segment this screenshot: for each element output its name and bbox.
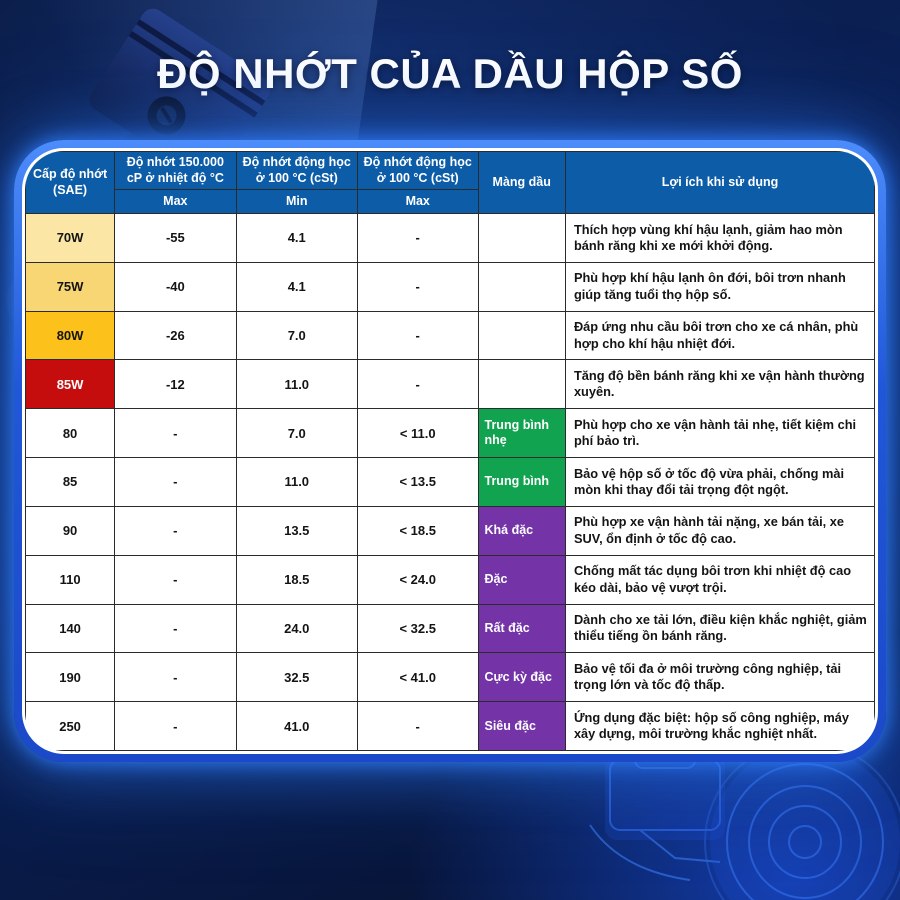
subheader-max-2: Max	[356, 189, 479, 214]
cp150k-max-cell: -26	[114, 310, 237, 361]
kv100-max-cell: -	[356, 310, 479, 361]
viscosity-table: Cấp độ nhớt (SAE) Độ nhớt 150.000 cP ở n…	[25, 151, 875, 751]
film-cell: Trung bình nhẹ	[477, 408, 566, 459]
kv100-max-cell: -	[356, 701, 479, 751]
film-cell	[477, 310, 566, 361]
table-row: 110-18.5 < 24.0 Đặc Chống mất tác dụng bôi …	[25, 554, 875, 605]
kv100-min-cell: 13.5	[235, 505, 358, 556]
header-film: Màng dầu	[477, 151, 566, 214]
table-row: 70W -55 4.1- Thích hợp vùng khí hậu lạnh, g…	[25, 213, 875, 263]
benefit-cell: Bảo vệ hộp số ở tốc độ vừa phải, chống m…	[564, 457, 875, 507]
cp150k-max-cell: -55	[114, 213, 237, 263]
cp150k-max-cell: -	[114, 603, 237, 654]
kv100-max-cell: -	[356, 213, 479, 263]
header-sae: Cấp độ nhớt (SAE)	[25, 151, 116, 214]
grade-cell: 85W	[25, 359, 116, 410]
film-cell	[477, 261, 566, 312]
grade-cell: 110	[25, 554, 116, 605]
table-row: 85-11.0 < 13.5 Trung bình Bảo vệ hộp số ở t…	[25, 457, 875, 507]
page-title: ĐỘ NHỚT CỦA DẦU HỘP SỐ	[157, 50, 743, 97]
film-cell	[477, 359, 566, 410]
film-cell: Cực kỳ đặc	[477, 652, 566, 703]
kv100-min-cell: 7.0	[235, 408, 358, 459]
table-frame: Cấp độ nhớt (SAE) Độ nhớt 150.000 cP ở n…	[14, 140, 886, 762]
header-kv100-b: Độ nhớt động học ở 100 °C (cSt)	[356, 151, 479, 190]
table-row: 250-41.0- Siêu đặc Ứng dụng đặc biệt: hộp …	[25, 701, 875, 751]
cp150k-max-cell: -40	[114, 261, 237, 312]
kv100-max-cell: < 24.0	[356, 554, 479, 605]
kv100-min-cell: 11.0	[235, 457, 358, 507]
table-row: 190-32.5 < 41.0 Cực kỳ đặc Bảo vệ tối đa ở …	[25, 652, 875, 703]
grade-cell: 250	[25, 701, 116, 751]
kv100-max-cell: -	[356, 261, 479, 312]
cp150k-max-cell: -12	[114, 359, 237, 410]
table-row: 85W -12 11.0- Tăng độ bền bánh răng khi xe …	[25, 359, 875, 410]
header-kv100-a: Độ nhớt động học ở 100 °C (cSt)	[235, 151, 358, 190]
kv100-max-cell: < 41.0	[356, 652, 479, 703]
benefit-cell: Phù hợp cho xe vận hành tải nhẹ, tiết ki…	[564, 408, 875, 459]
benefit-cell: Bảo vệ tối đa ở môi trường công nghiệp, …	[564, 652, 875, 703]
grade-cell: 80W	[25, 310, 116, 361]
table-body: 70W -55 4.1- Thích hợp vùng khí hậu lạnh, g…	[25, 213, 875, 751]
grade-cell: 85	[25, 457, 116, 507]
table-row: 90-13.5 < 18.5 Khá đặc Phù hợp xe vận hành …	[25, 505, 875, 556]
benefit-cell: Phù hợp xe vận hành tải nặng, xe bán tải…	[564, 505, 875, 556]
table-row: 80W -26 7.0- Đáp ứng nhu cầu bôi trơn cho x…	[25, 310, 875, 361]
grade-cell: 70W	[25, 213, 116, 263]
kv100-min-cell: 4.1	[235, 213, 358, 263]
grade-cell: 90	[25, 505, 116, 556]
table-row: 80-7.0 < 11.0 Trung bình nhẹ Phù hợp cho xe…	[25, 408, 875, 459]
kv100-max-cell: -	[356, 359, 479, 410]
benefit-cell: Thích hợp vùng khí hậu lạnh, giảm hao mò…	[564, 213, 875, 263]
kv100-min-cell: 4.1	[235, 261, 358, 312]
benefit-cell: Ứng dụng đặc biệt: hộp số công nghiệp, m…	[564, 701, 875, 751]
table-frame-inner: Cấp độ nhớt (SAE) Độ nhớt 150.000 cP ở n…	[22, 148, 878, 754]
benefit-cell: Đáp ứng nhu cầu bôi trơn cho xe cá nhân,…	[564, 310, 875, 361]
benefit-cell: Tăng độ bền bánh răng khi xe vận hành th…	[564, 359, 875, 410]
cp150k-max-cell: -	[114, 408, 237, 459]
kv100-max-cell: < 32.5	[356, 603, 479, 654]
kv100-max-cell: < 13.5	[356, 457, 479, 507]
kv100-max-cell: < 11.0	[356, 408, 479, 459]
cp150k-max-cell: -	[114, 554, 237, 605]
grade-cell: 190	[25, 652, 116, 703]
header-cp150k: Độ nhớt 150.000 cP ở nhiệt độ °C	[114, 151, 237, 190]
kv100-min-cell: 41.0	[235, 701, 358, 751]
kv100-min-cell: 24.0	[235, 603, 358, 654]
kv100-min-cell: 7.0	[235, 310, 358, 361]
grade-cell: 80	[25, 408, 116, 459]
kv100-min-cell: 32.5	[235, 652, 358, 703]
cp150k-max-cell: -	[114, 652, 237, 703]
film-cell	[477, 213, 566, 263]
benefit-cell: Chống mất tác dụng bôi trơn khi nhiệt độ…	[564, 554, 875, 605]
grade-cell: 75W	[25, 261, 116, 312]
table-header: Cấp độ nhớt (SAE) Độ nhớt 150.000 cP ở n…	[25, 151, 875, 214]
kv100-min-cell: 18.5	[235, 554, 358, 605]
benefit-cell: Dành cho xe tải lớn, điều kiện khắc nghi…	[564, 603, 875, 654]
film-cell: Siêu đặc	[477, 701, 566, 751]
header-benefit: Lợi ích khi sử dụng	[564, 151, 875, 214]
benefit-cell: Phù hợp khí hậu lạnh ôn đới, bôi trơn nh…	[564, 261, 875, 312]
table-row: 140-24.0 < 32.5 Rất đặc Dành cho xe tải lớn…	[25, 603, 875, 654]
grade-cell: 140	[25, 603, 116, 654]
table-row: 75W -40 4.1- Phù hợp khí hậu lạnh ôn đới, b…	[25, 261, 875, 312]
film-cell: Đặc	[477, 554, 566, 605]
kv100-max-cell: < 18.5	[356, 505, 479, 556]
subheader-max-1: Max	[114, 189, 237, 214]
kv100-min-cell: 11.0	[235, 359, 358, 410]
film-cell: Khá đặc	[477, 505, 566, 556]
film-cell: Rất đặc	[477, 603, 566, 654]
film-cell: Trung bình	[477, 457, 566, 507]
cp150k-max-cell: -	[114, 505, 237, 556]
cp150k-max-cell: -	[114, 701, 237, 751]
cp150k-max-cell: -	[114, 457, 237, 507]
subheader-min: Min	[235, 189, 358, 214]
